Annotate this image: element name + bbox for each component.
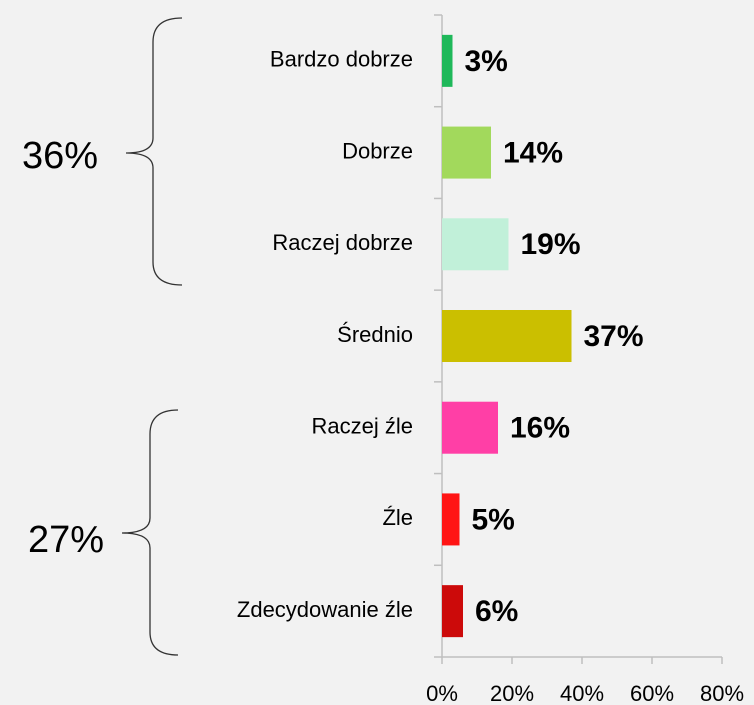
category-label: Raczej źle — [312, 414, 413, 439]
value-label: 37% — [584, 320, 644, 353]
value-label: 19% — [521, 228, 581, 261]
category-label: Zdecydowanie źle — [237, 597, 413, 622]
annotation: 27% — [28, 519, 104, 561]
bar — [442, 401, 498, 454]
value-label: 14% — [503, 136, 563, 169]
x-tick-label: 20% — [490, 681, 534, 705]
x-tick-label: 80% — [700, 681, 744, 705]
bar — [442, 585, 463, 638]
category-label: Bardzo dobrze — [270, 47, 413, 72]
annotation: 36% — [22, 135, 98, 177]
category-label: Dobrze — [342, 138, 413, 163]
bar — [442, 34, 453, 87]
bracket — [121, 409, 179, 656]
bracket — [125, 17, 183, 286]
bar — [442, 126, 491, 179]
x-tick-label: 60% — [630, 681, 674, 705]
category-label: Średnio — [337, 322, 413, 347]
bar — [442, 218, 509, 271]
x-tick-label: 40% — [560, 681, 604, 705]
value-label: 16% — [510, 412, 570, 445]
value-label: 5% — [472, 503, 515, 536]
bar — [442, 310, 572, 362]
x-tick-label: 0% — [426, 681, 458, 705]
bar — [442, 493, 460, 546]
category-label: Raczej dobrze — [272, 230, 413, 255]
value-label: 6% — [475, 595, 518, 628]
value-label: 3% — [465, 45, 508, 78]
category-label: Źle — [382, 505, 413, 530]
